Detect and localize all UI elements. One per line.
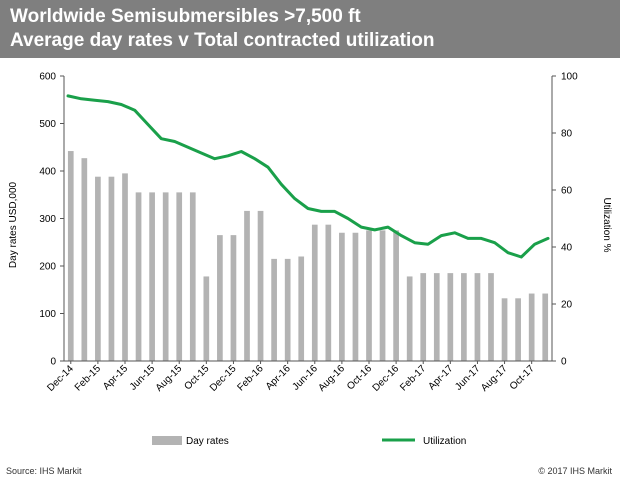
bar: [542, 293, 549, 361]
bar: [379, 230, 386, 361]
bar: [339, 232, 345, 361]
x-tick-label: Oct-17: [508, 363, 537, 392]
bar: [393, 230, 399, 361]
chart-title: Worldwide Semisubmersibles >7,500 ft: [10, 6, 361, 27]
y-axis-left-title: Day rates USD,000: [8, 181, 19, 268]
x-tick-label: Oct-16: [345, 363, 374, 392]
bar: [474, 273, 481, 361]
bar: [271, 258, 277, 361]
x-tick-labels: Dec-14Feb-15Apr-15Jun-15Aug-15Oct-15Dec-…: [45, 363, 537, 394]
y-left-tick-label: 200: [39, 262, 56, 273]
title-banner: Worldwide Semisubmersibles >7,500 ft Ave…: [0, 0, 620, 58]
x-tick-label: Apr-16: [264, 363, 293, 392]
bar: [515, 298, 521, 361]
y-left-tick-label: 600: [39, 72, 56, 83]
bar: [501, 298, 508, 361]
legend-swatch-day-rates: [152, 436, 182, 445]
x-tick-label: Jun-17: [453, 363, 483, 393]
x-tick-label: Jun-16: [290, 363, 320, 393]
x-tick-label: Aug-17: [479, 363, 510, 394]
bar: [149, 192, 155, 361]
axes: [60, 75, 556, 364]
chart-subtitle: Average day rates v Total contracted uti…: [10, 30, 435, 51]
bar: [325, 224, 332, 361]
legend: Day rates Utilization: [152, 436, 466, 447]
legend-label-day-rates: Day rates: [186, 436, 229, 447]
x-tick-label: Dec-14: [45, 363, 76, 394]
y-left-tick-label: 400: [39, 167, 56, 178]
bar: [406, 276, 413, 361]
y-left-tick-label: 100: [39, 309, 56, 320]
bar: [311, 224, 318, 361]
y-right-tick-label: 0: [561, 357, 567, 368]
bar: [95, 176, 101, 361]
bar: [230, 235, 237, 361]
bar: [488, 273, 494, 361]
source-note: Source: IHS Markit: [6, 466, 82, 476]
x-tick-label: Dec-15: [208, 363, 239, 394]
y-right-tick-label: 100: [561, 72, 578, 83]
y-axis-right-title: Utilization %: [601, 197, 612, 252]
bar: [203, 276, 210, 361]
y-left-tick-label: 0: [50, 357, 56, 368]
bar: [528, 293, 535, 361]
x-tick-label: Feb-16: [235, 363, 265, 393]
bar-series-day-rates: [67, 151, 549, 361]
x-tick-label: Jun-15: [128, 363, 158, 393]
y-right-tick-label: 40: [561, 243, 573, 254]
x-tick-label: Dec-16: [371, 363, 402, 394]
bar: [135, 192, 142, 361]
x-tick-label: Aug-16: [316, 363, 347, 394]
bar: [298, 256, 305, 361]
line-series-utilization: [66, 94, 550, 259]
y-right-tick-label: 20: [561, 300, 573, 311]
bar: [176, 192, 183, 361]
x-tick-label: Aug-15: [154, 363, 185, 394]
bar: [461, 273, 467, 361]
x-tick-label: Oct-15: [182, 363, 211, 392]
bar: [217, 235, 223, 361]
y-tick-labels: 0 100 200 300 400 500 600 0 20 40 60 80 100: [39, 72, 578, 368]
y-right-tick-label: 60: [561, 186, 573, 197]
x-tick-label: Apr-17: [426, 363, 455, 392]
x-tick-label: Feb-15: [73, 363, 103, 393]
bar: [447, 273, 454, 361]
bar: [108, 176, 115, 361]
bar: [433, 273, 440, 361]
y-left-tick-label: 500: [39, 119, 56, 130]
x-tick-label: Apr-15: [101, 363, 130, 392]
x-tick-label: Feb-17: [398, 363, 428, 393]
bar: [189, 192, 196, 361]
bar: [352, 232, 359, 361]
bar: [67, 151, 74, 361]
bar: [420, 273, 427, 361]
copyright-note: © 2017 IHS Markit: [538, 466, 612, 476]
bar: [122, 173, 128, 361]
bar: [162, 192, 169, 361]
bar: [284, 258, 291, 361]
bar: [257, 210, 264, 361]
bar: [81, 158, 88, 361]
bar: [244, 210, 250, 361]
y-right-tick-label: 80: [561, 129, 573, 140]
utilization-line: [66, 94, 550, 259]
legend-label-utilization: Utilization: [423, 436, 466, 447]
bar: [366, 230, 372, 361]
y-left-tick-label: 300: [39, 214, 56, 225]
